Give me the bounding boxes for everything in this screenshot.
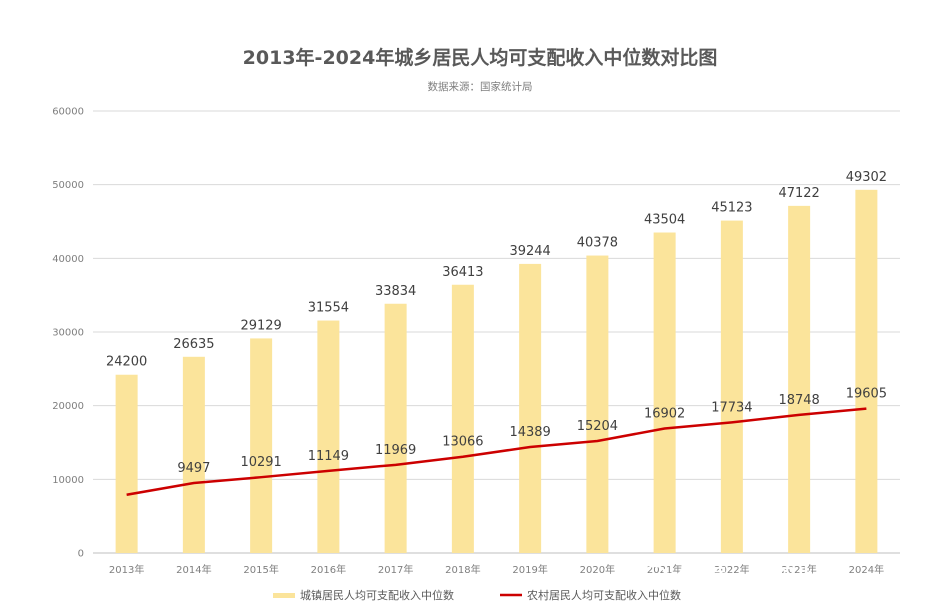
line-data-label: 14389 [509, 425, 550, 440]
line-data-labels: 9497 10291 11149 11969 13066 14389 15204 16902 1… [177, 387, 887, 476]
bar [317, 320, 340, 553]
x-tick-label: 2015年 [243, 563, 278, 576]
x-tick-label: 2018年 [445, 563, 480, 576]
x-tick-label: 2019年 [512, 563, 547, 576]
legend-label-rural: 农村居民人均可支配收入中位数 [527, 588, 681, 602]
bar [451, 284, 474, 553]
line-data-label: 11149 [308, 449, 349, 464]
x-tick-label: 2016年 [311, 563, 346, 576]
bar-series [115, 189, 878, 554]
line-data-label: 17734 [711, 400, 752, 415]
bar [855, 189, 878, 553]
bar-data-label: 29129 [240, 318, 281, 333]
wechat-icon [644, 565, 675, 588]
line-data-label: 19605 [846, 387, 887, 402]
line-data-label: 15204 [577, 419, 618, 434]
x-tick-label: 2017年 [378, 563, 413, 576]
watermark: 公众号 · 公民马小白 [644, 565, 831, 588]
chart-title: 2013年-2024年城乡居民人均可支配收入中位数对比图 [243, 46, 718, 69]
bar-data-label: 49302 [846, 170, 887, 185]
grid-lines [93, 110, 900, 554]
x-tick-label: 2022年 [714, 563, 749, 576]
bar [115, 374, 138, 553]
y-tick-label: 50000 [52, 180, 84, 191]
x-tick-label: 2023年 [781, 563, 816, 576]
bar-data-labels: 24200 26635 29129 31554 33834 36413 39244 40378… [106, 170, 887, 370]
y-tick-label: 20000 [52, 401, 84, 412]
bar-data-label: 24200 [106, 355, 147, 370]
bar [720, 220, 743, 553]
bar-data-label: 36413 [442, 265, 483, 280]
bar-data-label: 43504 [644, 213, 685, 228]
bar [384, 303, 407, 553]
x-tick-label: 2020年 [580, 563, 615, 576]
y-tick-label: 40000 [52, 254, 84, 265]
bar [653, 232, 676, 553]
bar [250, 338, 273, 553]
line-data-label: 11969 [375, 443, 416, 458]
x-tick-label: 2013年 [109, 563, 144, 576]
bar-data-label: 47122 [778, 186, 819, 201]
bar [788, 205, 811, 554]
line-data-label: 16902 [644, 406, 685, 421]
x-axis-labels: 2013年 2014年 2015年 2016年 2017年 2018年 2019年 2020年… [109, 563, 884, 576]
y-tick-label: 0 [78, 549, 84, 560]
bar-data-label: 39244 [509, 244, 550, 259]
bar [519, 263, 542, 553]
watermark-text: 公众号 · 公民马小白 [677, 565, 831, 586]
y-tick-label: 30000 [52, 328, 84, 339]
line-data-label: 10291 [240, 455, 281, 470]
bar-data-label: 33834 [375, 284, 416, 299]
bar-data-label: 26635 [173, 337, 214, 352]
legend: 城镇居民人均可支配收入中位数 农村居民人均可支配收入中位数 [273, 588, 681, 602]
line-data-label: 18748 [778, 393, 819, 408]
chart-subtitle: 数据来源：国家统计局 [428, 80, 533, 93]
bar [182, 356, 205, 553]
legend-swatch-urban [273, 593, 295, 598]
bar-data-label: 45123 [711, 201, 752, 216]
y-axis-labels: 0 10000 20000 30000 40000 50000 60000 [52, 107, 84, 560]
line-data-label: 13066 [442, 435, 483, 450]
line-series [126, 407, 867, 496]
bar-data-label: 31554 [308, 301, 349, 316]
y-tick-label: 60000 [52, 107, 84, 118]
legend-label-urban: 城镇居民人均可支配收入中位数 [300, 588, 454, 602]
bar [586, 255, 609, 553]
bar-data-label: 40378 [577, 236, 618, 251]
rural-line [126, 407, 867, 496]
x-tick-label: 2014年 [176, 563, 211, 576]
line-data-label: 9497 [177, 461, 210, 476]
y-tick-label: 10000 [52, 475, 84, 486]
x-tick-label: 2024年 [849, 563, 884, 576]
